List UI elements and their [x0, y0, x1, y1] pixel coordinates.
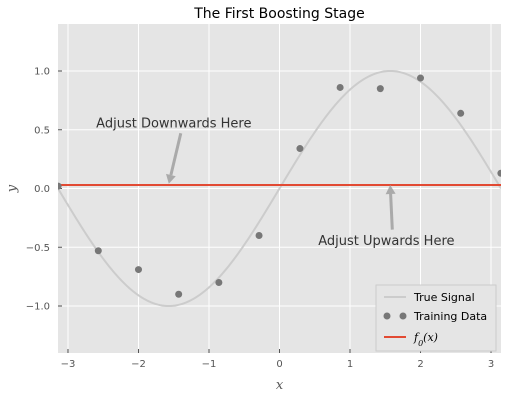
- chart-title: The First Boosting Stage: [193, 6, 364, 22]
- x-tick-label: 0: [276, 359, 282, 370]
- y-tick-label: −1.0: [26, 302, 50, 313]
- annotation-arrow-shaft: [389, 193, 394, 230]
- legend-f0-prefix: f: [413, 331, 420, 344]
- legend-training-data-swatch-a: [383, 312, 391, 320]
- x-tick-label: −1: [202, 359, 217, 370]
- annotation-arrow-head: [166, 173, 176, 184]
- x-tick-label: −2: [131, 359, 146, 370]
- legend: True Signal Training Data f0(x): [375, 284, 497, 352]
- y-tick-label: −0.5: [26, 243, 50, 254]
- training-data-point: [417, 74, 425, 82]
- training-data-point: [296, 145, 304, 153]
- y-tick-label: 0.0: [34, 184, 50, 195]
- legend-f0-subscript: 0: [418, 339, 423, 348]
- x-tick-label: 3: [488, 359, 494, 370]
- training-data-point: [175, 290, 183, 298]
- training-data-point: [497, 169, 501, 177]
- x-ticks: −3 −2 −1 0 1 2 3: [61, 349, 494, 370]
- training-data-point: [134, 266, 142, 274]
- training-data-point: [336, 83, 344, 91]
- training-data-points: [58, 74, 501, 298]
- y-axis-label: y: [5, 184, 20, 193]
- x-tick-label: −3: [61, 359, 76, 370]
- training-data-point: [94, 247, 102, 255]
- training-data-point: [58, 182, 62, 190]
- annotations: Adjust Downwards Here Adjust Upwards Here: [96, 116, 454, 249]
- annotation-arrow-head: [385, 184, 396, 195]
- y-tick-label: 1.0: [34, 67, 50, 78]
- y-ticks: −1.0 −0.5 0.0 0.5 1.0: [26, 67, 62, 313]
- y-tick-label: 0.5: [34, 125, 50, 136]
- annotation-label: Adjust Upwards Here: [318, 234, 454, 249]
- training-data-point: [255, 232, 263, 239]
- legend-f0-label: f0(x): [413, 331, 438, 348]
- legend-training-data-label: Training Data: [413, 310, 487, 323]
- training-data-point: [457, 109, 465, 117]
- annotation-arrow-shaft: [169, 132, 183, 176]
- training-data-point: [215, 279, 223, 286]
- legend-training-data-swatch-b: [399, 312, 407, 320]
- x-axis-label: x: [276, 378, 284, 393]
- annotation-label: Adjust Downwards Here: [96, 116, 251, 131]
- x-tick-label: 1: [347, 359, 353, 370]
- legend-true-signal-label: True Signal: [413, 291, 475, 304]
- x-tick-label: 2: [417, 359, 423, 370]
- true-signal-line: [58, 69, 501, 308]
- legend-f0-suffix: (x): [423, 331, 438, 344]
- training-data-point: [376, 85, 384, 93]
